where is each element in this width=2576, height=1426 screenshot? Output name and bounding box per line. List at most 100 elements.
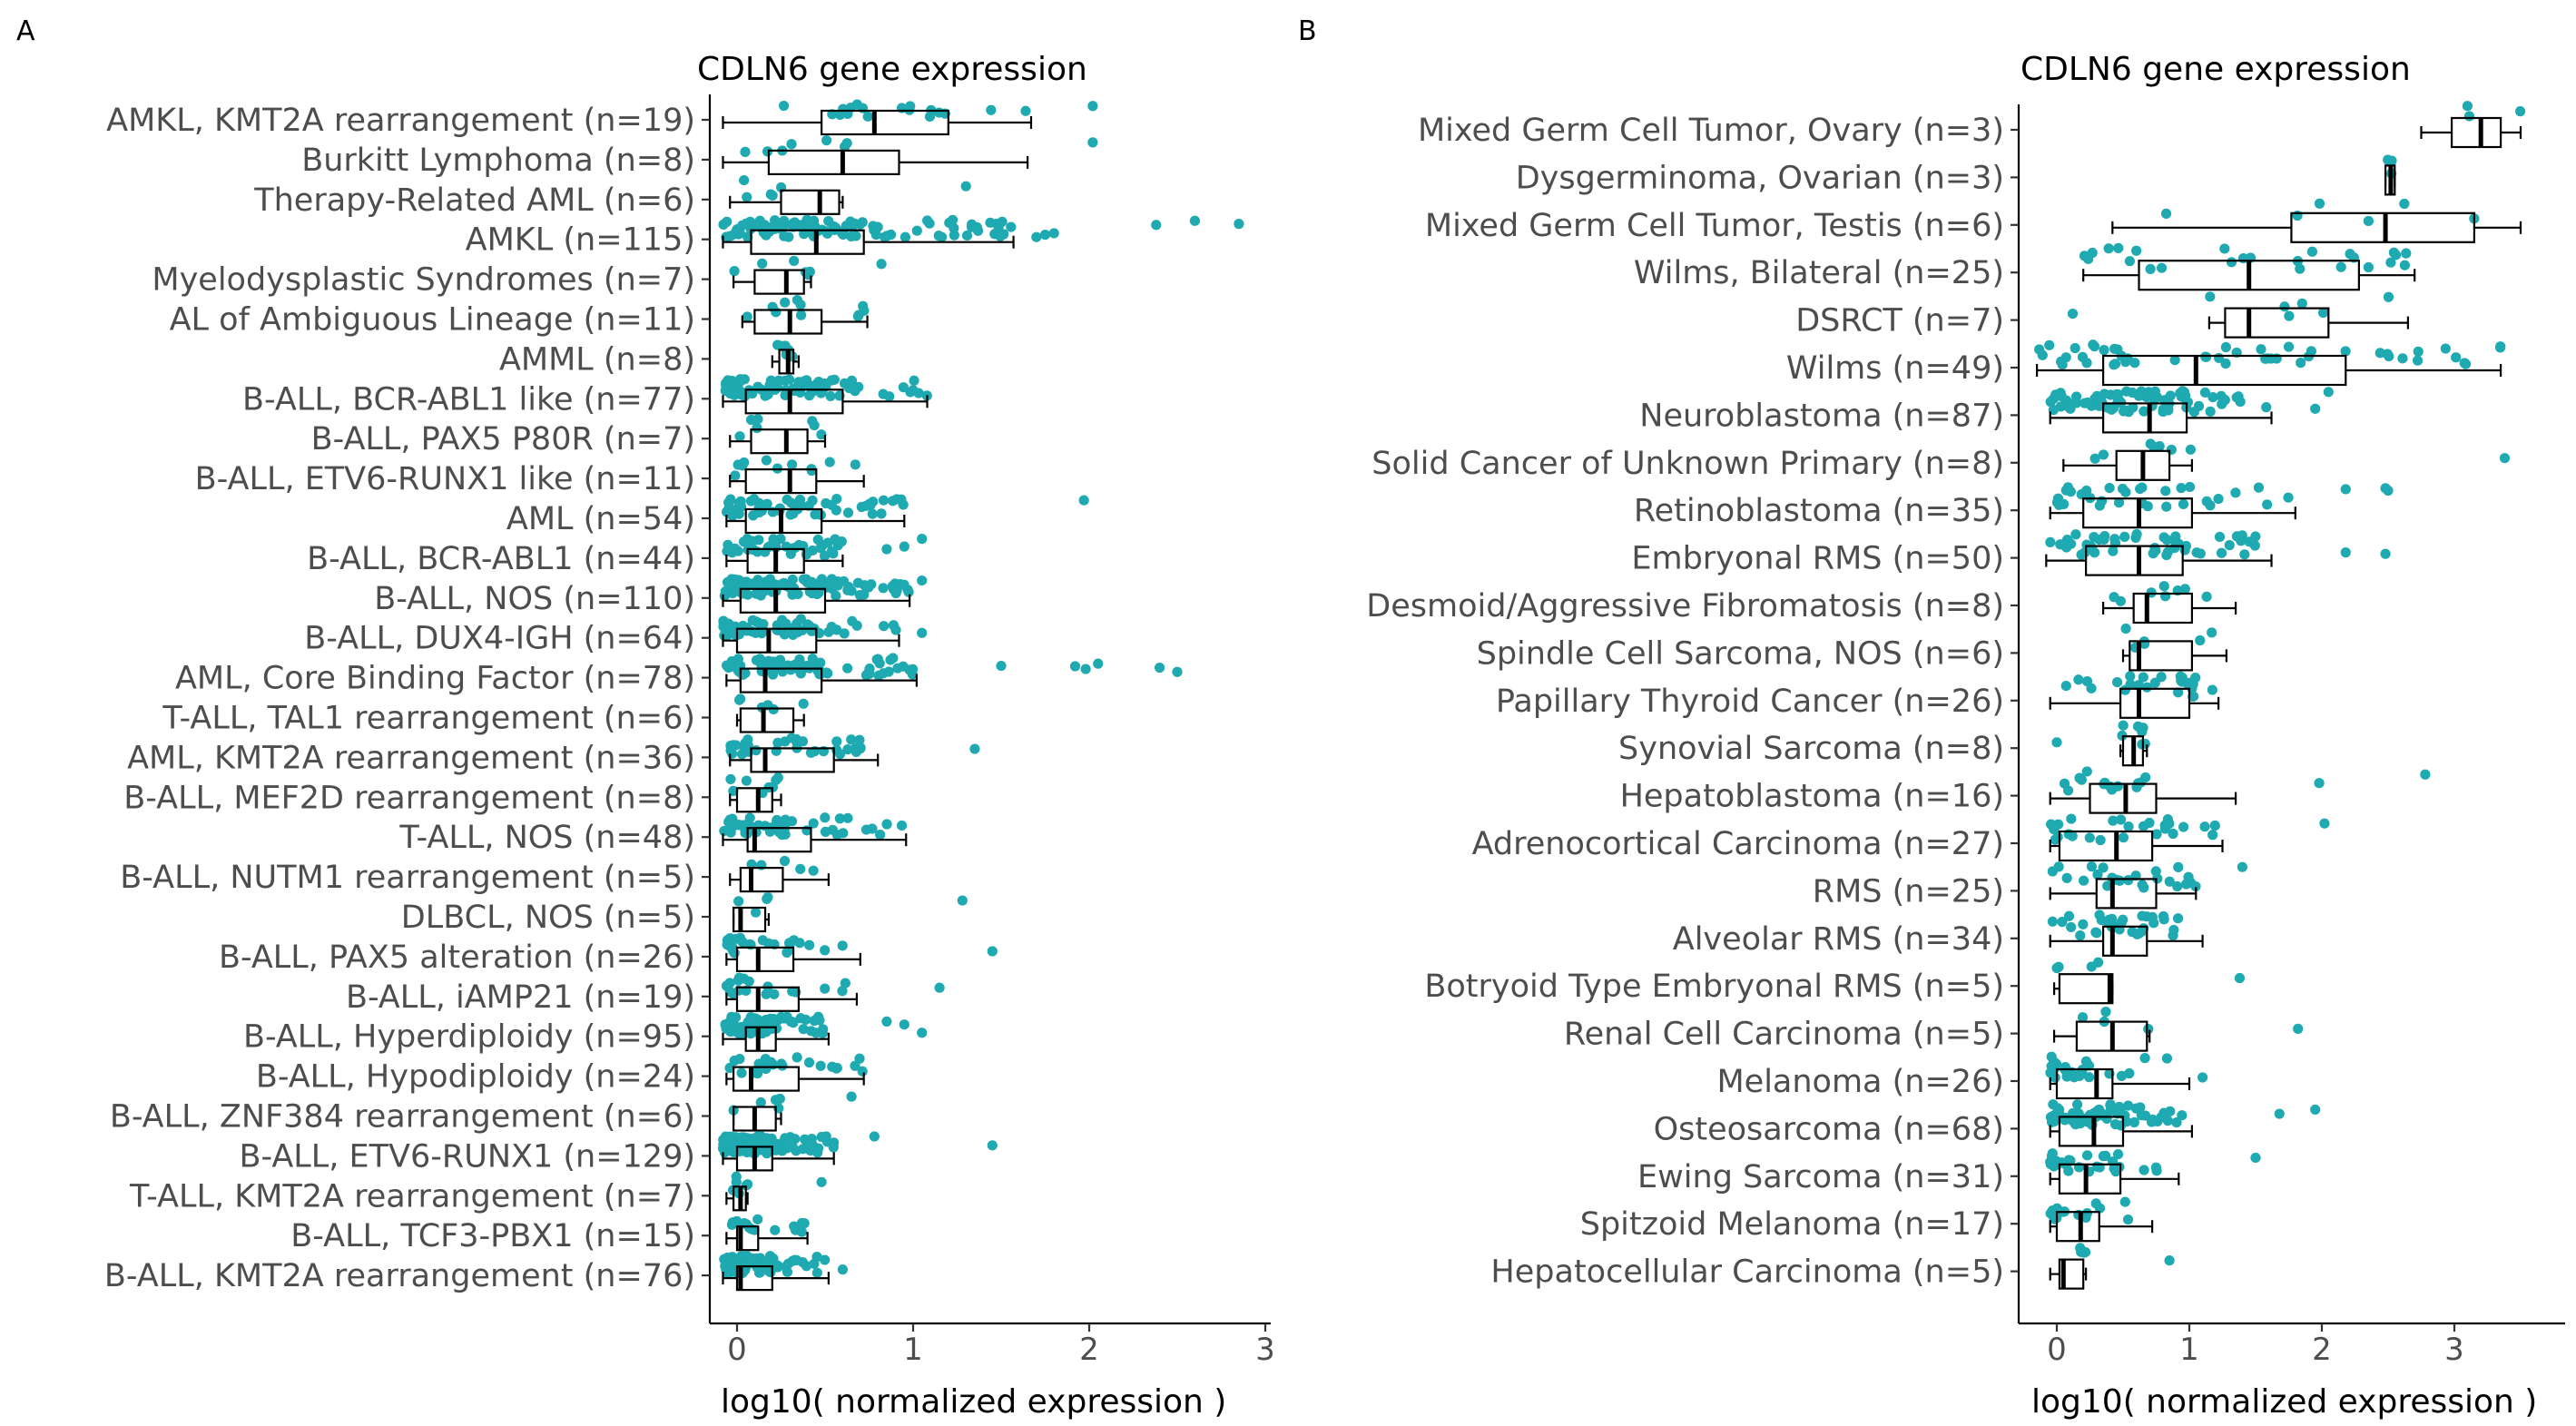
panel-a-data-point (769, 662, 780, 673)
panel-a-data-point (719, 1147, 731, 1158)
panel-b-data-point (2141, 911, 2152, 922)
panel-a-data-point (775, 340, 786, 351)
panel-a-box (732, 1066, 800, 1092)
panel-a-data-point (747, 1015, 758, 1026)
panel-b-category-label: DSRCT (n=7) (1795, 303, 2004, 339)
panel-a-data-point (995, 231, 1006, 241)
panel-a-box (821, 109, 949, 136)
panel-b-data-point (2133, 390, 2144, 401)
panel-b-data-point (2079, 251, 2090, 261)
panel-a-data-point (909, 375, 919, 386)
panel-a-outlier-point (934, 982, 945, 993)
panel-b-data-point (2065, 1156, 2076, 1166)
panel-a-category-row: T-ALL, KMT2A rearrangement (n=7) (129, 1171, 827, 1215)
panel-b-data-point (2515, 106, 2526, 117)
panel-a-category-label: T-ALL, KMT2A rearrangement (n=7) (129, 1178, 695, 1215)
panel-a-data-point (1020, 105, 1031, 116)
panel-b-data-point (2169, 355, 2180, 366)
panel-a-category-label: B-ALL, ZNF384 rearrangement (n=6) (110, 1099, 695, 1136)
panel-a-data-point (787, 986, 798, 997)
panel-a-category-label: AMML (n=8) (499, 341, 695, 378)
panel-b-data-point (2283, 341, 2295, 352)
panel-a-data-point (878, 583, 889, 594)
panel-b-data-point (2138, 882, 2149, 893)
panel-a-data-point (749, 494, 760, 505)
panel-a-data-point (787, 574, 798, 585)
panel-a-category-row: B-ALL, DUX4-IGH (n=64) (304, 614, 928, 657)
panel-b-data-point (2112, 344, 2123, 355)
panel-b-points (2059, 766, 2431, 796)
panel-a-data-point (881, 819, 892, 830)
panel-b-data-point (2397, 353, 2408, 364)
panel-b-data-point (2199, 387, 2211, 398)
panel-b-category-label: Retinoblastoma (n=35) (1634, 493, 2004, 529)
panel-b-points (2045, 1196, 2134, 1225)
panel-b-category-label: Synovial Sarcoma (n=8) (1618, 731, 2004, 767)
panel-b-outlier-point (2340, 547, 2351, 558)
panel-a-data-point (796, 1226, 807, 1237)
panel-a-box (735, 946, 795, 973)
panel-a-data-point (820, 826, 831, 838)
panel-b-data-point (2195, 634, 2206, 646)
panel-b-points (2051, 957, 2246, 984)
panel-b-points (2075, 1243, 2175, 1266)
panel-b-category-label: Solid Cancer of Unknown Primary (n=8) (1372, 446, 2004, 482)
panel-a-data-point (752, 1214, 763, 1224)
panel-a-data-point (997, 216, 1008, 227)
panel-a-data-point (933, 231, 944, 241)
panel-b-data-point (2172, 913, 2184, 924)
panel-a-data-point (795, 310, 807, 320)
panel-b-data-point (2295, 263, 2306, 274)
panel-b-data-point (2124, 256, 2135, 267)
panel-a-category-label: AML (n=54) (506, 501, 695, 537)
panel-b-data-point (2138, 406, 2149, 417)
panel-a-outlier-point (987, 946, 998, 957)
panel-b-data-point (2163, 405, 2174, 416)
panel-a-data-point (729, 389, 740, 401)
panel-a-data-point (835, 109, 846, 121)
panel-a-data-point (800, 1134, 811, 1145)
panel-a-data-point (786, 733, 797, 743)
panel-b-data-point (2149, 393, 2160, 404)
panel-a-data-point (754, 654, 765, 664)
panel-a-data-point (801, 1014, 811, 1025)
panel-a-data-point (742, 311, 752, 322)
panel-b-data-point (2218, 394, 2229, 405)
panel-a-points (725, 772, 783, 799)
panel-a-data-point (772, 624, 782, 635)
panel-a-outlier-point (957, 895, 968, 906)
panel-b-box (2095, 878, 2158, 910)
panel-b-data-point (2129, 358, 2140, 369)
panel-b-data-point (2092, 1105, 2103, 1116)
panel-a-points (742, 294, 870, 322)
panel-b-data-point (2220, 358, 2231, 369)
panel-b-data-point (2122, 1214, 2134, 1225)
panel-a-data-point (863, 666, 875, 677)
panel-b-x-tick-label: 3 (2444, 1332, 2464, 1368)
panel-a-data-point (762, 146, 773, 157)
panel-a-category-row: B-ALL, NOS (n=110) (374, 574, 928, 617)
panel-b-data-point (2120, 487, 2131, 497)
panel-a-data-point (762, 498, 772, 509)
panel-a-x-tick-label: 3 (1255, 1332, 1275, 1368)
panel-a-data-point (725, 741, 736, 752)
panel-b-data-point (2118, 720, 2129, 731)
panel-a-data-point (816, 1131, 827, 1143)
panel-b-data-point (2185, 444, 2197, 455)
panel-b-data-point (2138, 1165, 2149, 1175)
panel-a-data-point (797, 736, 809, 747)
panel-b-data-point (2118, 832, 2129, 843)
panel-a-data-point (846, 375, 858, 386)
panel-a-category-row: AMKL, KMT2A rearrangement (n=19) (106, 99, 1098, 139)
panel-b-data-point (2059, 778, 2070, 789)
panel-b-box (2450, 116, 2502, 149)
panel-a-box (739, 667, 823, 693)
panel-a-data-point (815, 543, 826, 554)
panel-b-data-point (2173, 687, 2184, 698)
panel-a-data-point (757, 258, 768, 269)
panel-b-data-point (2132, 721, 2144, 732)
panel-b-outlier-point (2067, 308, 2079, 320)
panel-b-data-point (2207, 627, 2217, 638)
panel-a-data-point (727, 942, 738, 953)
panel-b-data-point (2340, 346, 2351, 357)
